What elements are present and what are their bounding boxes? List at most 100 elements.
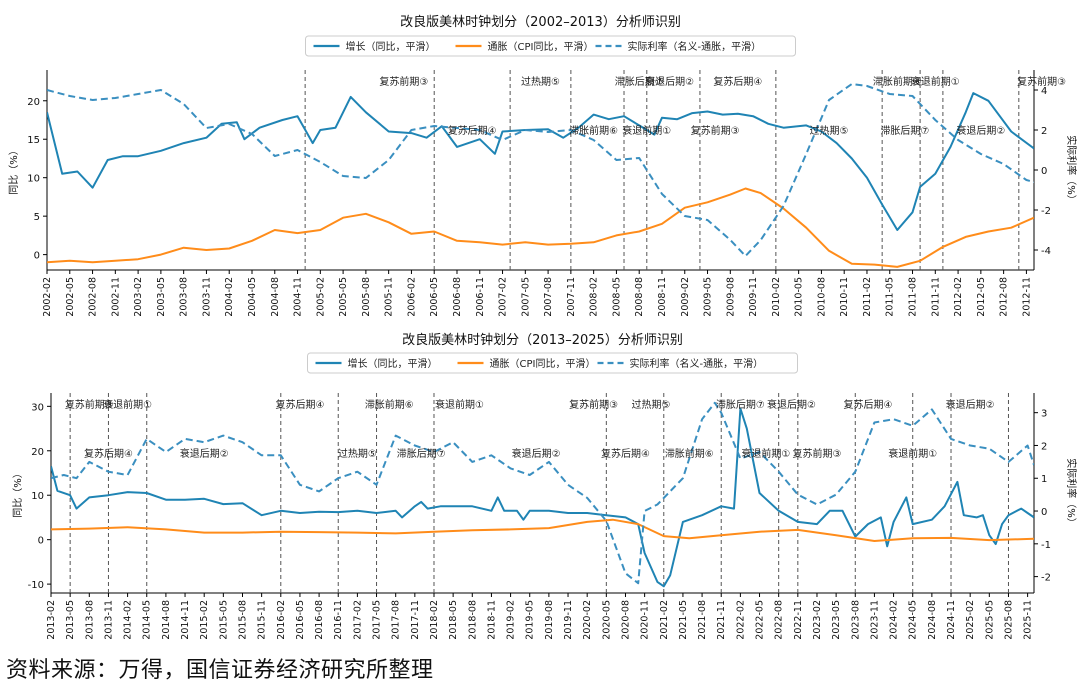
x-tick-label: 2007-05 [520, 277, 531, 317]
source-footer: 资料来源：万得，国信证券经济研究所整理 [6, 658, 434, 683]
y-right-tick-label: 1 [1041, 474, 1047, 485]
x-tick-label: 2020-08 [620, 600, 631, 640]
x-tick-label: 2004-08 [270, 277, 281, 317]
x-tick-label: 2003-11 [201, 277, 212, 317]
y-left-tick-label: 10 [27, 174, 40, 185]
x-tick-label: 2020-05 [601, 600, 612, 640]
series-line-2 [51, 518, 1034, 542]
phase-label: 滞胀前期⑥ [873, 75, 922, 88]
y-left-tick-label: -10 [28, 580, 44, 591]
x-tick-label: 2011-02 [862, 277, 873, 317]
x-tick-label: 2010-08 [816, 277, 827, 317]
series-line-2 [47, 187, 1034, 268]
y-left-tick-label: 5 [34, 212, 40, 223]
phase-label: 衰退后期② [512, 447, 561, 460]
x-tick-label: 2006-02 [406, 277, 417, 317]
x-tick-label: 2007-08 [543, 277, 554, 317]
y-left-tick-label: 0 [34, 251, 40, 262]
x-tick-label: 2014-08 [161, 600, 172, 640]
x-tick-label: 2015-08 [237, 600, 248, 640]
x-tick-label: 2003-08 [179, 277, 190, 317]
phase-label: 滞胀后期⑦ [716, 399, 765, 411]
x-tick-label: 2017-02 [352, 600, 363, 640]
x-tick-label: 2002-08 [88, 277, 99, 317]
phase-label: 衰退后期② [956, 124, 1005, 137]
x-tick-label: 2013-11 [103, 600, 114, 640]
y-right-tick-label: 3 [1041, 409, 1047, 420]
x-tick-label: 2005-11 [384, 277, 395, 317]
x-tick-label: 2006-11 [475, 277, 486, 317]
x-tick-label: 2017-05 [372, 600, 383, 640]
phase-label: 复苏后期④ [713, 75, 762, 88]
y-left-tick-label: 20 [27, 97, 40, 108]
x-tick-label: 2003-05 [156, 277, 167, 317]
x-tick-label: 2012-05 [976, 277, 987, 317]
phase-label: 复苏后期④ [601, 447, 650, 460]
y-right-tick-label: 4 [1041, 86, 1047, 97]
x-tick-label: 2005-02 [315, 277, 326, 317]
legend-label: 通胀（CPI同比，平滑） [488, 41, 594, 53]
x-tick-label: 2004-05 [247, 277, 258, 317]
x-tick-label: 2023-08 [850, 600, 861, 640]
y-right-axis-label: 实际利率（%） [1065, 135, 1078, 205]
x-tick-label: 2012-11 [1021, 277, 1032, 317]
y-right-tick-label: 2 [1041, 126, 1047, 137]
x-tick-label: 2023-02 [812, 600, 823, 640]
y-left-tick-label: 30 [31, 402, 44, 413]
x-tick-label: 2010-05 [794, 277, 805, 317]
x-tick-label: 2003-02 [133, 277, 144, 317]
x-tick-label: 2014-11 [180, 600, 191, 640]
y-left-tick-label: 10 [31, 491, 44, 502]
chart-title: 改良版美林时钟划分（2002–2013）分析师识别 [400, 14, 681, 30]
x-tick-label: 2017-08 [391, 600, 402, 640]
x-tick-label: 2005-08 [361, 277, 372, 317]
series-line-3 [51, 401, 1034, 585]
legend: 增长（同比，平滑） 通胀（CPI同比，平滑） 实际利率（名义-通胀，平滑） [307, 352, 798, 374]
x-tick-label: 2018-08 [467, 600, 478, 640]
legend-label: 实际利率（名义-通胀，平滑） [628, 40, 762, 53]
phase-label: 复苏前期③ [792, 447, 841, 460]
phase-label: 复苏后期④ [84, 447, 133, 460]
y-right-tick-label: -2 [1041, 573, 1051, 584]
x-tick-label: 2013-08 [84, 600, 95, 640]
y-right-axis-label: 实际利率（%） [1065, 458, 1078, 528]
phase-label: 复苏前期③ [569, 398, 618, 411]
phase-label: 滞胀前期⑥ [569, 124, 618, 137]
x-tick-label: 2022-08 [774, 600, 785, 640]
x-tick-label: 2025-11 [1023, 600, 1034, 640]
phase-label: 复苏前期③ [379, 75, 428, 88]
legend-label: 通胀（CPI同比，平滑） [490, 358, 596, 370]
x-tick-label: 2018-05 [448, 600, 459, 640]
y-right-tick-label: -2 [1041, 206, 1051, 217]
phase-label: 复苏前期③ [65, 398, 114, 411]
x-tick-label: 2009-02 [680, 277, 691, 317]
x-tick-label: 2022-11 [793, 600, 804, 640]
phase-label: 衰退前期① [435, 398, 484, 411]
x-tick-label: 2016-11 [333, 600, 344, 640]
x-tick-label: 2009-08 [725, 277, 736, 317]
x-tick-label: 2012-08 [999, 277, 1010, 317]
phase-label: 复苏后期④ [844, 398, 893, 411]
phase-label: 衰退前期① [911, 75, 960, 88]
phase-label: 衰退后期② [180, 447, 229, 460]
x-tick-label: 2009-05 [703, 277, 714, 317]
x-tick-label: 2024-02 [889, 600, 900, 640]
x-tick-label: 2024-11 [946, 600, 957, 640]
x-tick-label: 2008-05 [611, 277, 622, 317]
x-tick-label: 2011-11 [930, 277, 941, 317]
x-tick-label: 2025-05 [984, 600, 995, 640]
x-tick-label: 2021-02 [659, 600, 670, 640]
series-line-1 [47, 92, 1034, 231]
x-tick-label: 2014-05 [142, 600, 153, 640]
legend-box [305, 35, 796, 57]
x-tick-label: 2006-08 [452, 277, 463, 317]
x-tick-label: 2016-02 [276, 600, 287, 640]
y-left-tick-label: 20 [31, 447, 44, 458]
x-tick-label: 2019-08 [544, 600, 555, 640]
legend-label: 增长（同比，平滑） [348, 357, 438, 370]
y-left-tick-label: 0 [38, 536, 44, 547]
phase-label: 过热期⑤ [338, 447, 377, 460]
legend-label: 实际利率（名义-通胀，平滑） [630, 357, 764, 370]
x-tick-label: 2004-02 [224, 277, 235, 317]
